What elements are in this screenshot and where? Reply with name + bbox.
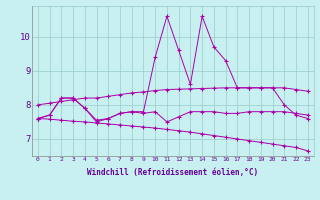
X-axis label: Windchill (Refroidissement éolien,°C): Windchill (Refroidissement éolien,°C): [87, 168, 258, 177]
